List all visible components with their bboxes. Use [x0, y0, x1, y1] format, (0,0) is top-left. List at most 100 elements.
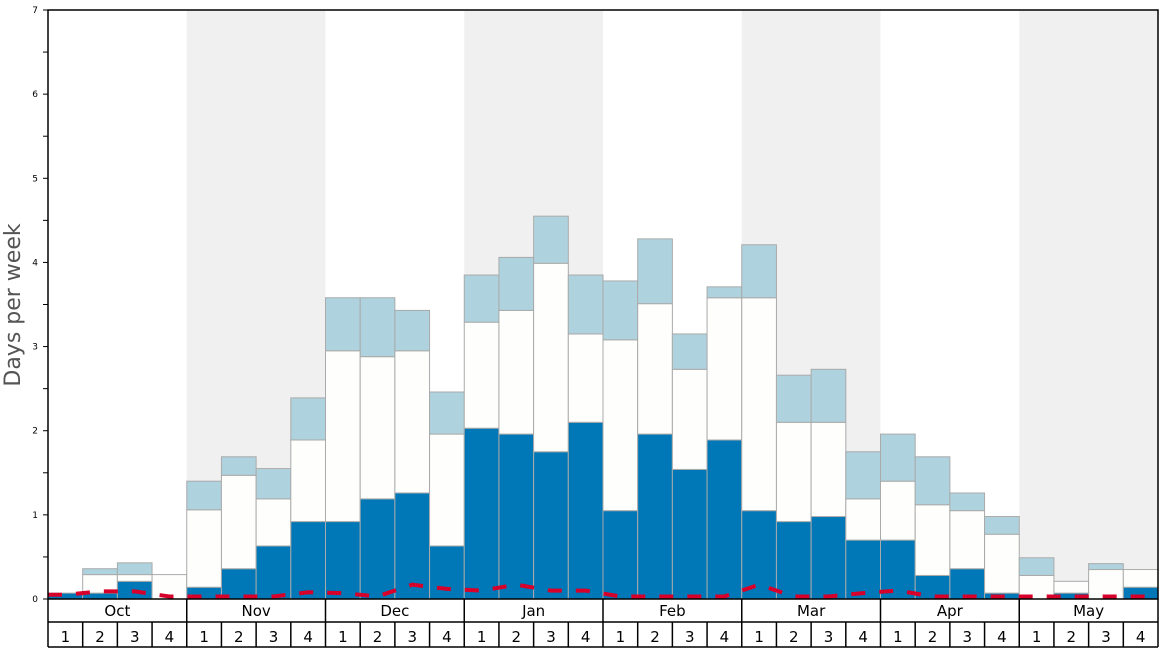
week-label: 1 [338, 628, 348, 646]
y-tick-label: 4 [32, 258, 38, 268]
bar-segment-middle [810, 421, 847, 518]
bar-segment-bottom [706, 439, 743, 600]
bar-segment-top [741, 244, 777, 299]
y-tick-label: 2 [32, 427, 38, 437]
bar-segment-bottom [498, 433, 535, 600]
week-label: 4 [303, 628, 313, 646]
bar-segment-top [325, 297, 361, 352]
bar-segment-top [1018, 557, 1055, 576]
week-label: 2 [373, 628, 383, 646]
week-label: 3 [824, 628, 834, 646]
bar-segment-middle [186, 509, 222, 588]
week-label: 3 [269, 628, 279, 646]
week-label: 1 [893, 628, 903, 646]
bar-segment-bottom [949, 568, 986, 600]
week-label: 2 [95, 628, 105, 646]
bar-segment-top [290, 397, 326, 441]
week-label: 4 [165, 628, 175, 646]
y-tick-label: 5 [32, 174, 38, 184]
week-label: 1 [616, 628, 626, 646]
bar-segment-middle [429, 433, 465, 547]
bar-segment-bottom [429, 545, 465, 600]
line-series [48, 582, 1158, 599]
bar-segment-top [463, 274, 500, 323]
bar-segment-bottom [359, 498, 396, 600]
bar-segment-top [255, 468, 292, 500]
y-tick-label: 6 [32, 90, 38, 100]
week-label: 4 [997, 628, 1007, 646]
bar-segment-bottom [845, 539, 881, 600]
week-label: 2 [928, 628, 938, 646]
week-label: 1 [199, 628, 209, 646]
month-label: Jan [521, 602, 545, 620]
bar-segment-top [359, 297, 396, 358]
bar-segment-middle [1122, 569, 1159, 588]
bar-segment-bottom [567, 421, 604, 600]
bar-segment-bottom [255, 545, 292, 600]
bar-segment-bottom [671, 468, 708, 600]
y-tick-label: 3 [32, 343, 38, 353]
bar-segment-middle [984, 533, 1020, 594]
bar-segment-middle [116, 574, 153, 582]
bar-segment-top [775, 374, 812, 423]
week-label: 1 [477, 628, 487, 646]
bar-segment-middle [880, 480, 916, 541]
bar-segment-bottom [463, 427, 500, 600]
bar-segment-middle [949, 510, 986, 570]
bar-segment-middle [394, 350, 431, 494]
bar-segment-middle [220, 474, 257, 570]
bars [47, 215, 1159, 600]
week-label: 3 [407, 628, 417, 646]
bar-segment-middle [914, 504, 951, 576]
dashed-line-series [48, 582, 1158, 599]
bar-segment-top [845, 451, 881, 500]
bar-segment-middle [671, 368, 708, 470]
bar-segment-middle [325, 350, 361, 523]
bar-segment-bottom [602, 510, 639, 600]
week-label: 4 [858, 628, 868, 646]
bar-segment-middle [290, 439, 326, 523]
bar-segment-middle [706, 297, 743, 441]
y-tick-label: 7 [32, 6, 38, 16]
bar-segment-top [220, 456, 257, 476]
bar-segment-top [533, 215, 569, 264]
bar-segment-bottom [810, 516, 847, 600]
week-label: 1 [754, 628, 764, 646]
month-label: Apr [937, 602, 964, 620]
bar-segment-bottom [290, 521, 326, 600]
bar-segment-middle [845, 498, 881, 541]
bar-segment-top [567, 274, 604, 335]
week-label: 4 [581, 628, 591, 646]
bar-segment-middle [567, 333, 604, 423]
week-label: 2 [1067, 628, 1077, 646]
bar-segment-top [914, 456, 951, 506]
bar-segment-top [949, 492, 986, 512]
bar-segment-middle [775, 421, 812, 523]
week-label: 2 [789, 628, 799, 646]
bar-segment-middle [359, 356, 396, 500]
month-label: Oct [104, 602, 130, 620]
bar-segment-top [602, 280, 639, 341]
month-label: Nov [241, 602, 270, 620]
bar-segment-bottom [637, 433, 673, 600]
bar-segment-top [82, 568, 118, 576]
week-label: 3 [1101, 628, 1111, 646]
bar-segment-top [186, 480, 222, 511]
bar-segment-top [394, 309, 431, 352]
week-label: 3 [130, 628, 140, 646]
week-label: 2 [234, 628, 244, 646]
bar-segment-middle [1053, 580, 1090, 594]
bar-segment-bottom [775, 521, 812, 600]
bar-segment-bottom [533, 451, 569, 600]
y-tick-label: 1 [32, 511, 38, 521]
y-axis-label: Days per week [1, 223, 26, 386]
month-label: Feb [659, 602, 686, 620]
bar-segment-top [498, 256, 535, 311]
bar-segment-top [429, 391, 465, 435]
week-label: 4 [442, 628, 452, 646]
x-axis: Oct 1 2 3 4 Nov 1 2 3 4 Dec 1 2 3 4 Jan 1 2 3 4 Feb 1 2 3 4 Mar 1 2… [47, 599, 1159, 648]
bar-segment-top [984, 516, 1020, 535]
bar-segment-middle [463, 321, 500, 429]
week-label: 3 [546, 628, 556, 646]
